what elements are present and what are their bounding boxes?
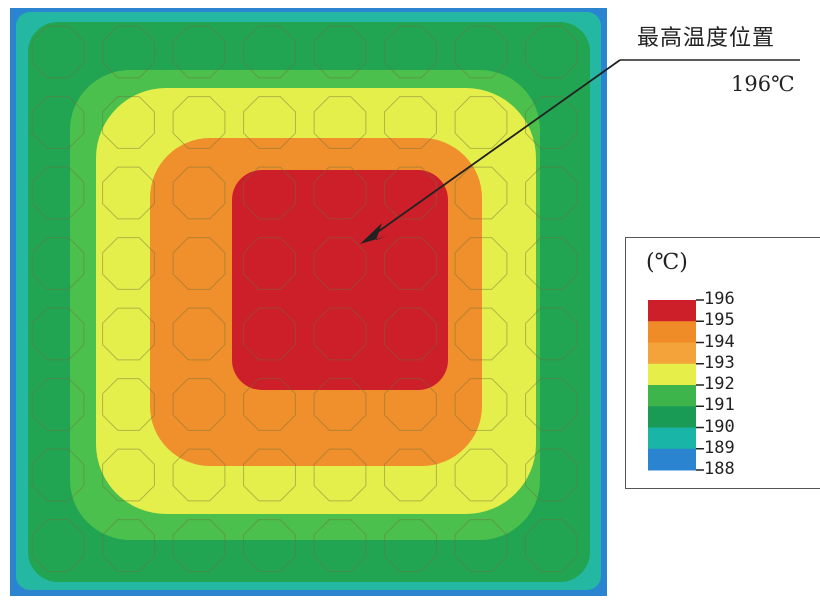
fuel-cell-outline: [102, 237, 155, 290]
fuel-cell-outline: [525, 237, 578, 290]
legend-color-bar: [648, 299, 704, 471]
legend-swatch: [648, 385, 696, 407]
legend-value-label: 192: [704, 374, 735, 394]
fuel-cell-outline: [172, 166, 226, 220]
legend-value-label: 189: [704, 437, 735, 458]
fuel-cell-outline: [243, 448, 296, 502]
max-temperature-value: 196℃: [731, 72, 795, 96]
fuel-cell-outline: [384, 378, 437, 431]
fuel-cell-outline: [243, 307, 296, 361]
fuel-cell-outline: [454, 307, 508, 361]
fuel-cell-outline: [243, 166, 296, 220]
fuel-cell-outline: [384, 237, 437, 290]
legend-value-label: 196: [704, 289, 735, 309]
fuel-cell-outline: [454, 237, 508, 290]
fuel-cell-outline: [454, 378, 508, 431]
fuel-cell-outline: [525, 96, 578, 149]
fuel-cell-outline: [313, 448, 367, 502]
annotation-leader-line: [371, 59, 621, 237]
contour-196: [232, 170, 448, 390]
fuel-cell-outline: [102, 307, 155, 361]
legend-value-label: 194: [704, 331, 735, 352]
fuel-cell-outline: [102, 378, 155, 431]
fuel-cell-outline: [102, 519, 155, 572]
fuel-cell-outline: [172, 96, 226, 149]
legend-swatch: [648, 406, 696, 428]
fuel-cell-outline: [525, 378, 578, 431]
fuel-cell-outline: [384, 25, 437, 79]
arrow-head: [360, 223, 387, 244]
fuel-cell-outline: [313, 378, 367, 431]
fuel-cell-outline: [172, 519, 226, 572]
fuel-cell-outline: [31, 237, 85, 290]
fuel-cell-outline: [384, 166, 437, 220]
fuel-cell-outline: [384, 519, 437, 572]
fuel-cell-outline: [102, 448, 155, 502]
fuel-cell-outline: [172, 448, 226, 502]
legend-swatch: [648, 342, 696, 365]
fuel-cell-outline: [313, 166, 367, 220]
legend-value-label: 195: [704, 310, 735, 331]
fuel-cell-outline: [313, 96, 367, 149]
fuel-cell-outline: [31, 448, 85, 502]
fuel-cell-outline: [454, 166, 508, 220]
fuel-cell-outline: [454, 448, 508, 502]
fuel-cell-outline: [525, 519, 578, 572]
fuel-cell-outline: [31, 166, 85, 220]
legend-value-label: 188: [704, 459, 735, 479]
fuel-cell-outline: [172, 307, 226, 361]
fuel-cell-grid: [31, 25, 578, 572]
fuel-cell-outline: [313, 237, 367, 290]
legend-value-label: 191: [704, 395, 735, 416]
fuel-cell-outline: [102, 25, 155, 79]
fuel-cell-outline: [313, 519, 367, 572]
fuel-cell-outline: [243, 378, 296, 431]
fuel-cell-outline: [384, 448, 437, 502]
fuel-cell-outline: [172, 237, 226, 290]
color-legend: (℃) 196 195 194 193 192 191 190 189 188: [625, 237, 820, 489]
fuel-cell-outline: [31, 307, 85, 361]
fuel-cell-outline: [172, 378, 226, 431]
legend-swatch: [648, 363, 696, 386]
fuel-cell-outline: [31, 25, 85, 79]
legend-swatch: [648, 427, 696, 450]
fuel-cell-outline: [243, 237, 296, 290]
fuel-cell-outline: [31, 519, 85, 572]
legend-value-label: 193: [704, 352, 735, 373]
fuel-cell-outline: [454, 25, 508, 79]
fuel-cell-outline: [102, 166, 155, 220]
fuel-cell-outline: [172, 25, 226, 79]
legend-unit-label: (℃): [646, 250, 688, 275]
legend-swatch: [648, 448, 696, 471]
fuel-cell-outline: [525, 25, 578, 79]
fuel-cell-outline: [102, 96, 155, 149]
fuel-cell-outline: [525, 448, 578, 502]
max-temperature-location-label: 最高温度位置: [637, 26, 776, 51]
fuel-cell-outline: [454, 96, 508, 149]
legend-swatch: [648, 321, 696, 343]
fuel-cell-outline: [384, 96, 437, 149]
fuel-cell-outline: [525, 307, 578, 361]
fuel-cell-outline: [313, 307, 367, 361]
fuel-cell-outline: [384, 307, 437, 361]
fuel-cell-outline: [31, 378, 85, 431]
max-temperature-arrow: [360, 59, 800, 244]
legend-swatch: [648, 300, 696, 322]
fuel-cell-outline: [243, 519, 296, 572]
fuel-cell-outline: [243, 96, 296, 149]
fuel-cell-outline: [243, 25, 296, 79]
fuel-cell-outline: [454, 519, 508, 572]
fuel-cell-outline: [525, 166, 578, 220]
temperature-contour-field: [10, 8, 607, 596]
legend-value-label: 190: [704, 416, 735, 437]
fuel-cell-outline: [31, 96, 85, 149]
fuel-cell-outline: [313, 25, 367, 79]
